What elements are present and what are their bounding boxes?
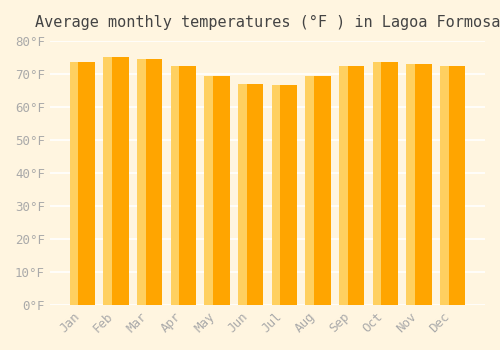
Bar [372, 62, 382, 305]
Bar [70, 62, 78, 305]
Bar [440, 66, 465, 305]
Bar [137, 59, 146, 305]
Bar [272, 85, 280, 305]
Bar [204, 76, 230, 305]
Bar [306, 76, 330, 305]
Bar [272, 85, 297, 305]
Bar [204, 76, 213, 305]
Bar [406, 64, 415, 305]
Bar [238, 84, 247, 305]
Bar [104, 57, 112, 305]
Bar [238, 84, 263, 305]
Bar [170, 66, 179, 305]
Bar [406, 64, 432, 305]
Title: Average monthly temperatures (°F ) in Lagoa Formosa: Average monthly temperatures (°F ) in La… [34, 15, 500, 30]
Bar [440, 66, 449, 305]
Bar [339, 66, 364, 305]
Bar [306, 76, 314, 305]
Bar [339, 66, 348, 305]
Bar [104, 57, 128, 305]
Bar [70, 62, 95, 305]
Bar [170, 66, 196, 305]
Bar [137, 59, 162, 305]
Bar [372, 62, 398, 305]
